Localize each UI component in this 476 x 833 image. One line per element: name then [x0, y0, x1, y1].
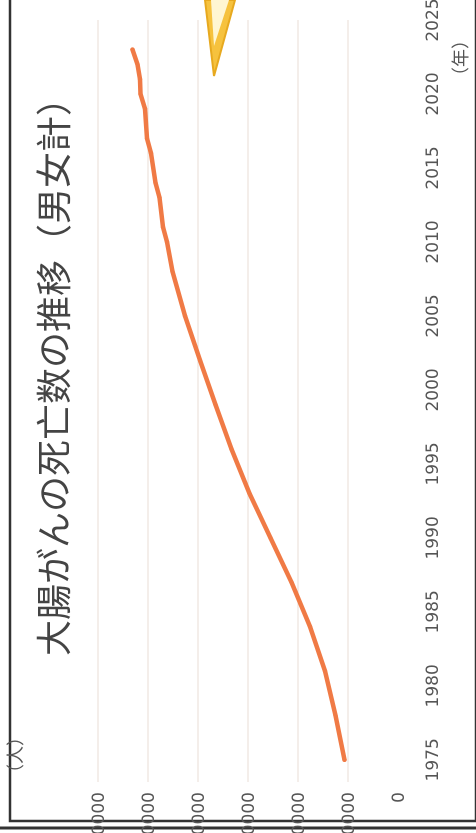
x-tick-label: 2015: [423, 146, 443, 189]
x-tick-label: 2005: [423, 294, 443, 337]
data-point: [307, 624, 313, 629]
data-point: [164, 239, 170, 245]
data-point: [229, 446, 234, 452]
x-tick-label: 1990: [423, 516, 443, 559]
data-point: [170, 269, 175, 274]
x-tick-label: 2000: [423, 368, 443, 411]
data-point: [138, 91, 143, 97]
series: [130, 47, 347, 763]
data-point: [153, 180, 158, 185]
data-point: [197, 358, 203, 363]
data-point: [160, 224, 166, 230]
data-point: [157, 195, 162, 200]
x-axis-unit: （年）: [451, 31, 472, 85]
y-tick-label: 20000: [289, 792, 309, 833]
y-tick-label: 50000: [139, 792, 159, 833]
data-point: [182, 313, 188, 319]
data-point: [142, 106, 148, 112]
data-point: [137, 77, 143, 82]
decorative-pencil-core: [211, 0, 229, 46]
x-tick-label: 2010: [423, 220, 443, 263]
x-tick-label: 1995: [423, 442, 443, 485]
y-axis-unit: （人）: [6, 728, 27, 782]
data-point: [342, 757, 347, 762]
data-point: [247, 491, 252, 496]
outer-frame: [8, 0, 476, 823]
y-tick-label: 0: [389, 792, 409, 803]
x-tick-label: 1985: [423, 590, 443, 633]
data-point: [213, 402, 218, 407]
x-tick-label: 1975: [423, 738, 443, 781]
x-tick-label: 2025: [423, 0, 443, 42]
y-tick-label: 10000: [339, 792, 359, 833]
y-tick-label: 60000: [89, 792, 109, 833]
chart-title: 大腸がんの死亡数の推移（男女計）: [35, 80, 76, 656]
y-tick-labels: 0 10000 20000 30000 40000 50000 60000: [89, 792, 409, 833]
series-line: [130, 47, 347, 763]
data-point: [148, 151, 154, 156]
data-point: [333, 713, 338, 718]
data-point: [289, 580, 294, 585]
data-point: [322, 668, 328, 674]
grid: [97, 20, 349, 782]
data-point: [268, 535, 273, 541]
x-tick-label: 2020: [423, 72, 443, 115]
y-tick-label: 40000: [189, 792, 209, 833]
data-point: [130, 47, 135, 52]
x-tick-labels: 1975 1980 1985 1990 1995 2000 2005 2010 2015 2020…: [423, 0, 443, 781]
data-point: [144, 136, 150, 141]
data-point: [135, 62, 140, 67]
y-tick-label: 30000: [239, 792, 259, 833]
x-tick-label: 1980: [423, 664, 443, 707]
